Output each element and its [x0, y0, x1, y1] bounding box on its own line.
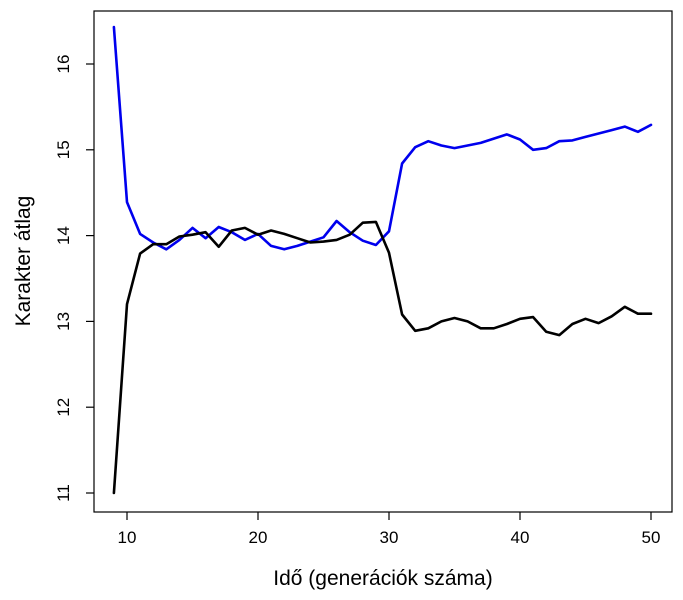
- y-tick-label: 15: [54, 140, 73, 159]
- y-tick-label: 13: [54, 312, 73, 331]
- x-tick-label: 10: [118, 528, 137, 547]
- y-tick-label: 11: [54, 484, 73, 502]
- x-axis-title: Idő (generációk száma): [273, 567, 492, 590]
- series-line-2: [112, 220, 653, 495]
- series-layer: [112, 25, 653, 495]
- x-tick-label: 50: [642, 528, 661, 547]
- x-tick-label: 30: [380, 528, 399, 547]
- y-tick-label: 16: [54, 55, 73, 74]
- x-axis: 10 20 30 40 50: [118, 512, 661, 547]
- series-line-1: [112, 25, 653, 251]
- y-tick-label: 12: [54, 398, 73, 417]
- y-tick-label: 14: [54, 226, 73, 245]
- y-axis-title: Karakter átlag: [12, 196, 35, 327]
- x-tick-label: 20: [249, 528, 268, 547]
- x-tick-label: 40: [511, 528, 530, 547]
- y-axis: 11 12 13 14 15 16: [54, 55, 94, 502]
- plot-frame: [93, 10, 673, 513]
